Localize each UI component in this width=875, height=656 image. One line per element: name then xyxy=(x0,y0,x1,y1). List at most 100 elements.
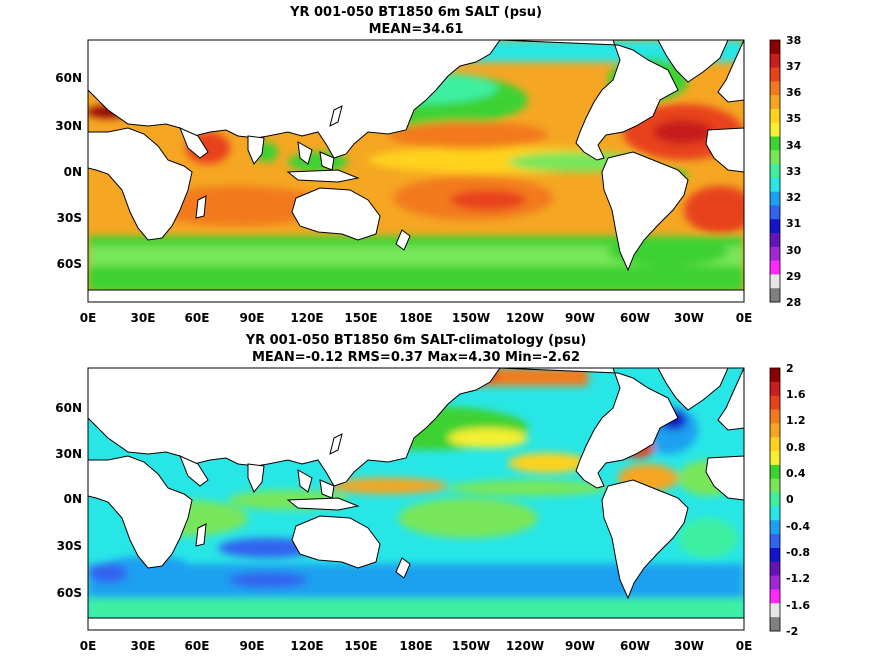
top-lon-tick: 90W xyxy=(565,311,595,325)
top-colorbar-swatch xyxy=(770,81,780,96)
top-lon-tick: 180E xyxy=(399,311,432,325)
top-colorbar-label: 33 xyxy=(786,165,801,178)
top-colorbar-swatch xyxy=(770,233,780,248)
bottom-colorbar-swatch xyxy=(770,409,780,424)
bottom-colorbar-swatch xyxy=(770,520,780,535)
bottom-colorbar-swatch xyxy=(770,547,780,563)
bottom-lon-tick: 0E xyxy=(80,639,97,653)
bottom-colorbar-swatch xyxy=(770,534,780,549)
top-colorbar-label: 32 xyxy=(786,191,801,204)
bottom-lat-tick: 60N xyxy=(55,401,82,415)
bottom-colorbar-swatch xyxy=(770,437,780,452)
top-lat-tick: 0N xyxy=(64,165,82,179)
top-colorbar xyxy=(769,39,781,303)
bottom-colorbar-swatch xyxy=(770,617,780,632)
top-colorbar-label: 36 xyxy=(786,86,802,99)
top-colorbar-swatch xyxy=(770,164,780,179)
bottom-colorbar-swatch xyxy=(770,395,780,411)
top-colorbar-swatch xyxy=(770,108,780,124)
bottom-lon-tick: 90E xyxy=(240,639,265,653)
bottom-colorbar-swatch xyxy=(770,561,780,577)
top-colorbar-label: 29 xyxy=(786,270,801,283)
bottom-colorbar-swatch xyxy=(770,575,780,590)
bottom-lon-tick: 180E xyxy=(399,639,432,653)
bottom-colorbar-label: 0.4 xyxy=(786,467,806,480)
top-lat-tick: 30S xyxy=(57,211,82,225)
top-lon-tick: 60E xyxy=(185,311,210,325)
bottom-lon-tick: 0E xyxy=(736,639,753,653)
top-colorbar-label: 34 xyxy=(786,139,802,152)
bottom-colorbar-label: -0.8 xyxy=(786,546,810,559)
bottom-colorbar-labels: 2 1.6 1.2 0.8 0.4 0 -0.4 -0.8 -1.2 -1.6 … xyxy=(786,362,810,638)
top-lon-ticks: 0E 30E 60E 90E 120E 150E 180E 150W 120W … xyxy=(80,311,753,325)
bottom-map-field xyxy=(88,368,744,630)
top-lat-tick: 60S xyxy=(57,257,82,271)
top-colorbar-swatch xyxy=(770,288,780,303)
top-lon-tick: 120W xyxy=(506,311,544,325)
bottom-colorbar-label: 0.8 xyxy=(786,441,806,454)
bottom-lat-tick: 60S xyxy=(57,586,82,600)
top-lon-tick: 150W xyxy=(452,311,490,325)
top-map-field xyxy=(88,40,744,302)
top-lon-tick: 0E xyxy=(80,311,97,325)
top-lon-tick: 90E xyxy=(240,311,265,325)
top-colorbar-swatch xyxy=(770,136,780,151)
bottom-lon-tick: 30E xyxy=(131,639,156,653)
top-colorbar-swatch xyxy=(770,53,780,69)
top-colorbar-frame xyxy=(769,39,781,303)
top-colorbar-swatch xyxy=(770,67,780,82)
bottom-lon-tick: 30W xyxy=(674,639,704,653)
bottom-colorbar-swatch xyxy=(770,423,780,438)
bottom-colorbar-label: 1.6 xyxy=(786,388,806,401)
bottom-colorbar-swatch xyxy=(770,381,780,397)
bottom-colorbar-swatch xyxy=(770,506,780,521)
top-colorbar-swatch xyxy=(770,122,780,138)
top-colorbar-swatch xyxy=(770,205,780,220)
top-lon-tick: 150E xyxy=(344,311,377,325)
top-colorbar-label: 35 xyxy=(786,112,801,125)
top-title-line2: MEAN=34.61 xyxy=(369,22,464,37)
bottom-lon-tick: 120E xyxy=(290,639,323,653)
top-colorbar-label: 38 xyxy=(786,34,801,47)
bottom-colorbar-swatch xyxy=(770,492,780,507)
bottom-lat-ticks: 60N 30N 0N 30S 60S xyxy=(55,401,82,600)
bottom-lon-tick: 150E xyxy=(344,639,377,653)
bottom-lon-tick: 60W xyxy=(620,639,650,653)
bottom-title-line1: YR 001-050 BT1850 6m SALT-climatology (p… xyxy=(245,333,587,348)
bottom-lat-tick: 0N xyxy=(64,492,82,506)
top-colorbar-swatch xyxy=(770,260,780,275)
bottom-colorbar-swatch xyxy=(770,464,780,480)
top-colorbar-label: 28 xyxy=(786,296,801,309)
top-lon-tick: 0E xyxy=(736,311,753,325)
top-lat-ticks: 60N 30N 0N 30S 60S xyxy=(55,71,82,271)
bottom-lon-ticks: 0E 30E 60E 90E 120E 150E 180E 150W 120W … xyxy=(80,639,753,653)
top-title-line1: YR 001-050 BT1850 6m SALT (psu) xyxy=(289,5,542,20)
bottom-colorbar-swatch xyxy=(770,589,780,604)
top-colorbar-swatch xyxy=(770,191,780,206)
top-colorbar-label: 30 xyxy=(786,244,802,257)
bottom-lon-tick: 90W xyxy=(565,639,595,653)
top-colorbar-swatch xyxy=(770,177,780,193)
top-colorbar-label: 37 xyxy=(786,60,801,73)
bottom-colorbar-label: -2 xyxy=(786,625,798,638)
top-colorbar-swatch xyxy=(770,219,780,234)
top-map-frame xyxy=(87,39,745,303)
bottom-lon-tick: 60E xyxy=(185,639,210,653)
top-lat-tick: 60N xyxy=(55,71,82,85)
bottom-map-frame xyxy=(87,367,745,631)
top-lat-tick: 30N xyxy=(55,119,82,133)
top-colorbar-swatch xyxy=(770,40,780,55)
bottom-lon-tick: 120W xyxy=(506,639,544,653)
bottom-colorbar-label: -1.2 xyxy=(786,572,810,585)
top-lon-tick: 120E xyxy=(290,311,323,325)
bottom-colorbar-frame xyxy=(769,367,781,632)
bottom-colorbar xyxy=(769,367,781,632)
top-colorbar-labels: 38 37 36 35 34 33 32 31 30 29 28 xyxy=(786,34,802,309)
bottom-colorbar-label: -0.4 xyxy=(786,520,810,533)
top-colorbar-swatch xyxy=(770,246,780,262)
bottom-colorbar-label: 1.2 xyxy=(786,414,806,427)
bottom-colorbar-swatch xyxy=(770,368,780,383)
top-colorbar-swatch xyxy=(770,274,780,289)
top-colorbar-label: 31 xyxy=(786,217,801,230)
